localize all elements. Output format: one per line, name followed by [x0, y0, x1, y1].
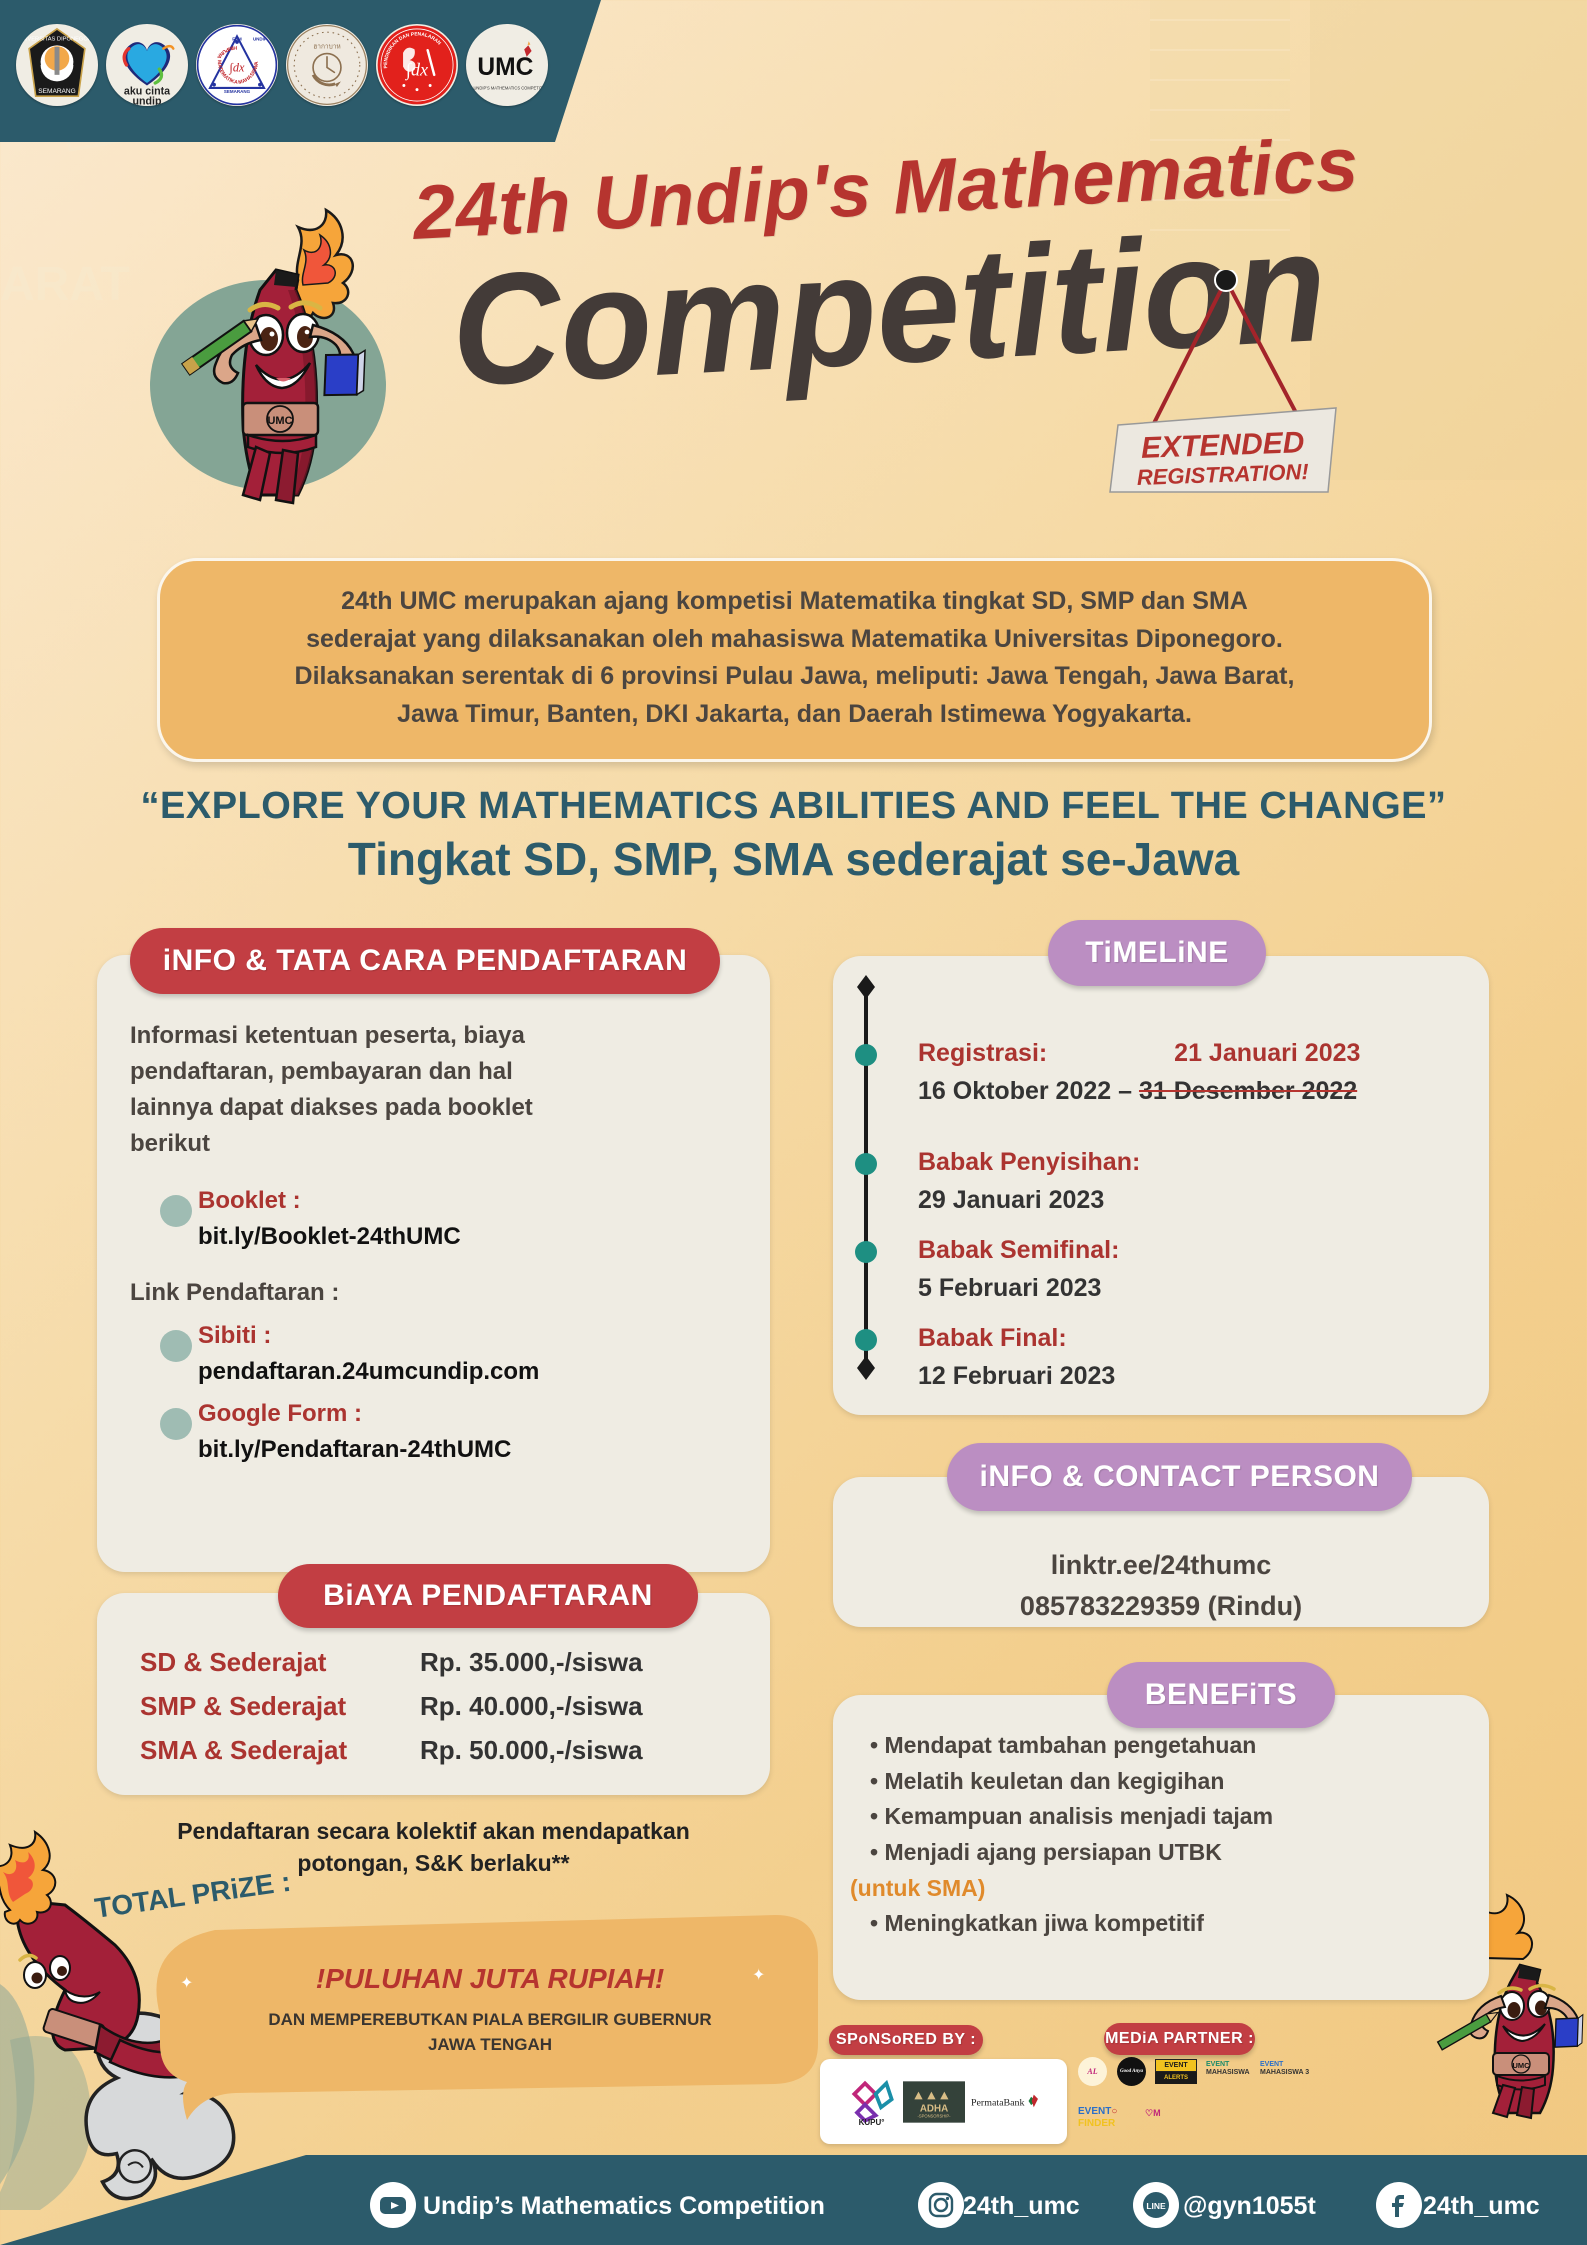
svg-text:-SPONSORSHIP-: -SPONSORSHIP-	[917, 2113, 951, 2118]
svg-text:✦: ✦	[180, 1975, 193, 1992]
svg-text:UMC: UMC	[1512, 2061, 1530, 2070]
svg-text:undip: undip	[133, 95, 162, 106]
svg-text:UNIVERSITAS DIPONEGORO: UNIVERSITAS DIPONEGORO	[18, 36, 97, 42]
svg-text:SEMARANG: SEMARANG	[224, 89, 251, 94]
svg-text:KUPU°: KUPU°	[858, 2117, 884, 2125]
svg-text:LINE: LINE	[1146, 2201, 1166, 2211]
svg-text:DAN MEMPEREBUTKAN PIALA BERGIL: DAN MEMPEREBUTKAN PIALA BERGILIR GUBERNU…	[268, 2010, 711, 2029]
svg-text:✦: ✦	[752, 1967, 765, 1984]
svg-text:PermataBank: PermataBank	[971, 2097, 1024, 2108]
svg-text:UMC: UMC	[477, 54, 533, 81]
svg-text:∫dx: ∫dx	[229, 61, 246, 76]
svg-text:UNDIP: UNDIP	[253, 36, 267, 41]
svg-text:∫dx: ∫dx	[405, 60, 428, 81]
svg-text:UMC: UMC	[267, 415, 292, 427]
svg-text:ฮากาบาห: ฮากาบาห	[313, 44, 340, 51]
svg-text:ARAT: ARAT	[0, 258, 130, 311]
svg-text:!PULUHAN JUTA RUPIAH!: !PULUHAN JUTA RUPIAH!	[316, 1963, 664, 1994]
svg-text:ADHA: ADHA	[919, 2103, 947, 2114]
svg-text:SEMARANG: SEMARANG	[38, 88, 75, 95]
svg-text:24th UNDIP'S MATHEMATICS COMPE: 24th UNDIP'S MATHEMATICS COMPETITION	[466, 86, 548, 91]
svg-text:JAWA TENGAH: JAWA TENGAH	[428, 2035, 552, 2054]
svg-text:FSM: FSM	[232, 36, 242, 41]
